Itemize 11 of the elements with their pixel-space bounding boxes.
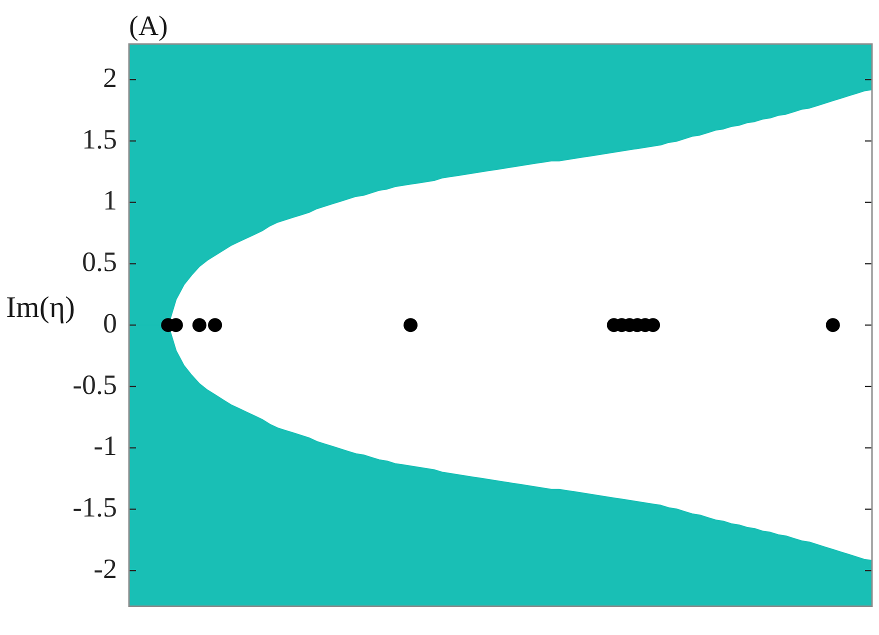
y-tick-label: -1 (94, 431, 117, 462)
y-tick-label: 1 (103, 186, 117, 217)
y-tick-label: -0.5 (72, 370, 117, 401)
y-tick-label: -2 (94, 554, 117, 585)
y-tick-label: 1.5 (82, 124, 117, 156)
y-tick-label: 0 (103, 308, 117, 340)
y-tick-label: -1.5 (72, 492, 117, 524)
y-axis-title: Im(η) (6, 290, 75, 324)
chart-title: (A) (129, 11, 168, 42)
y-tick-label: 0.5 (82, 247, 117, 278)
y-tick-label: 2 (103, 62, 117, 94)
